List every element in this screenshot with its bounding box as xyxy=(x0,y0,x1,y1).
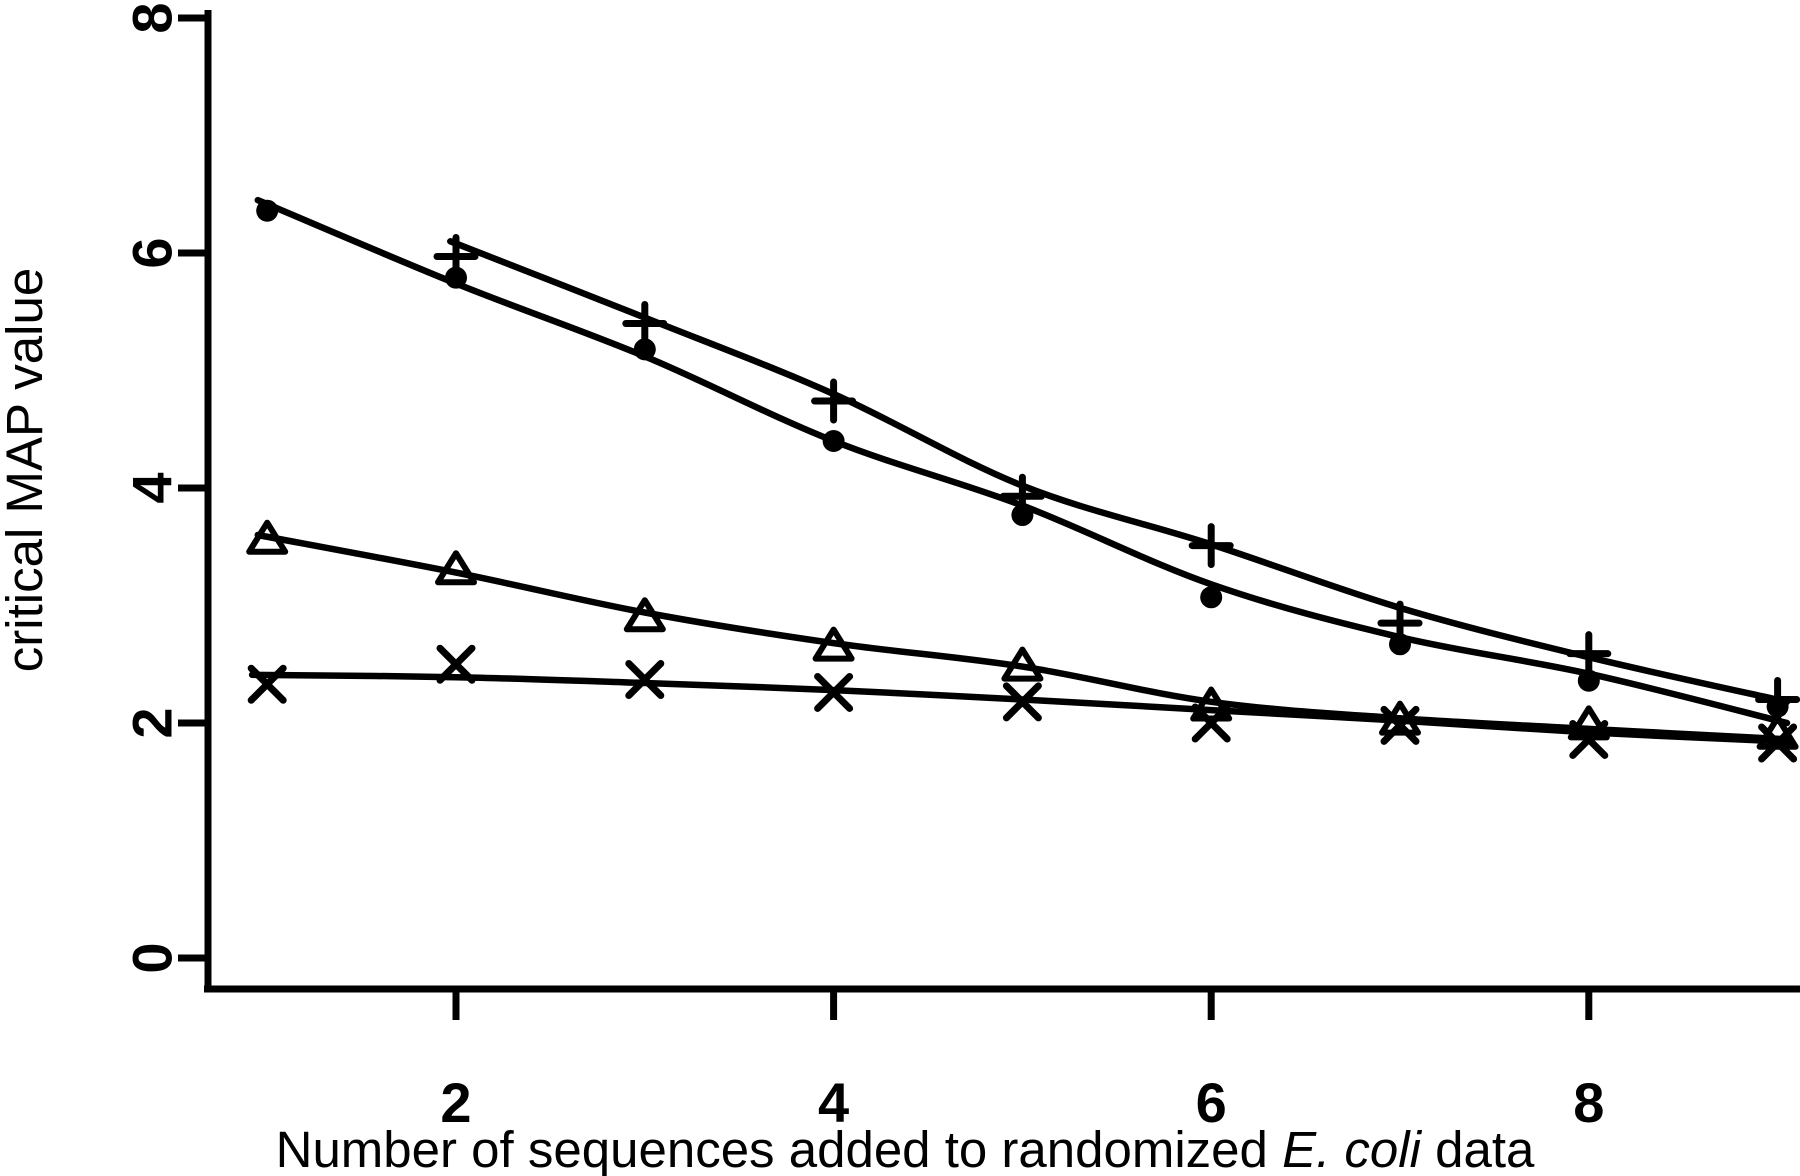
marker-plus xyxy=(622,301,668,346)
marker-cross xyxy=(1569,719,1609,759)
marker-filled-circle xyxy=(633,338,656,361)
fit-line-open-triangle xyxy=(254,531,1795,743)
marker-cross xyxy=(1002,682,1042,722)
y-tick-label: 6 xyxy=(121,237,184,268)
fit-line-cross xyxy=(248,671,1795,746)
marker-open-triangle xyxy=(246,519,289,555)
marker-filled-circle xyxy=(1389,633,1411,656)
x-tick-label: 2 xyxy=(440,1071,471,1134)
marker-open-triangle xyxy=(435,550,477,586)
x-axis-label: Number of sequences added to randomized … xyxy=(276,1121,1535,1176)
y-axis-label: critical MAP value xyxy=(0,268,53,672)
marker-filled-circle xyxy=(1200,586,1223,609)
marker-filled-circle xyxy=(1011,504,1034,527)
marker-plus xyxy=(1188,523,1234,569)
marker-cross xyxy=(814,672,854,712)
y-tick-label: 0 xyxy=(121,942,184,973)
x-tick-label: 6 xyxy=(1196,1071,1227,1134)
tick-labels-layer: 0 2 4 6 8 2 4 6 8 xyxy=(121,2,1605,1134)
marker-open-triangle xyxy=(623,597,666,633)
y-tick-label: 2 xyxy=(121,707,184,738)
marker-filled-circle xyxy=(256,199,279,222)
marker-filled-circle xyxy=(1766,695,1789,718)
marker-open-triangle xyxy=(812,626,855,662)
marker-filled-circle xyxy=(1577,669,1600,692)
marker-plus xyxy=(1566,631,1612,677)
x-axis-label-suffix: data xyxy=(1421,1121,1535,1176)
x-axis-label-italic: E. coli xyxy=(1282,1121,1423,1176)
axes-layer xyxy=(178,10,1800,1020)
y-tick-label: 8 xyxy=(121,2,184,33)
marker-cross xyxy=(247,664,287,704)
marker-filled-circle xyxy=(445,266,467,289)
fit-line-filled-circle xyxy=(254,196,1791,727)
x-axis-label-prefix: Number of sequences added to randomized xyxy=(276,1121,1282,1176)
markers-layer xyxy=(246,199,1800,763)
marker-plus xyxy=(811,378,857,424)
marker-cross xyxy=(1380,705,1420,745)
marker-cross xyxy=(436,644,476,684)
x-tick-label: 4 xyxy=(818,1071,849,1134)
marker-cross xyxy=(1191,703,1231,743)
marker-cross xyxy=(625,660,665,700)
marker-cross xyxy=(1758,723,1798,763)
y-tick-label: 4 xyxy=(121,472,184,503)
marker-open-triangle xyxy=(1001,646,1044,682)
x-tick-label: 8 xyxy=(1573,1071,1604,1134)
marker-filled-circle xyxy=(822,430,845,452)
fit-lines-layer xyxy=(248,196,1795,746)
